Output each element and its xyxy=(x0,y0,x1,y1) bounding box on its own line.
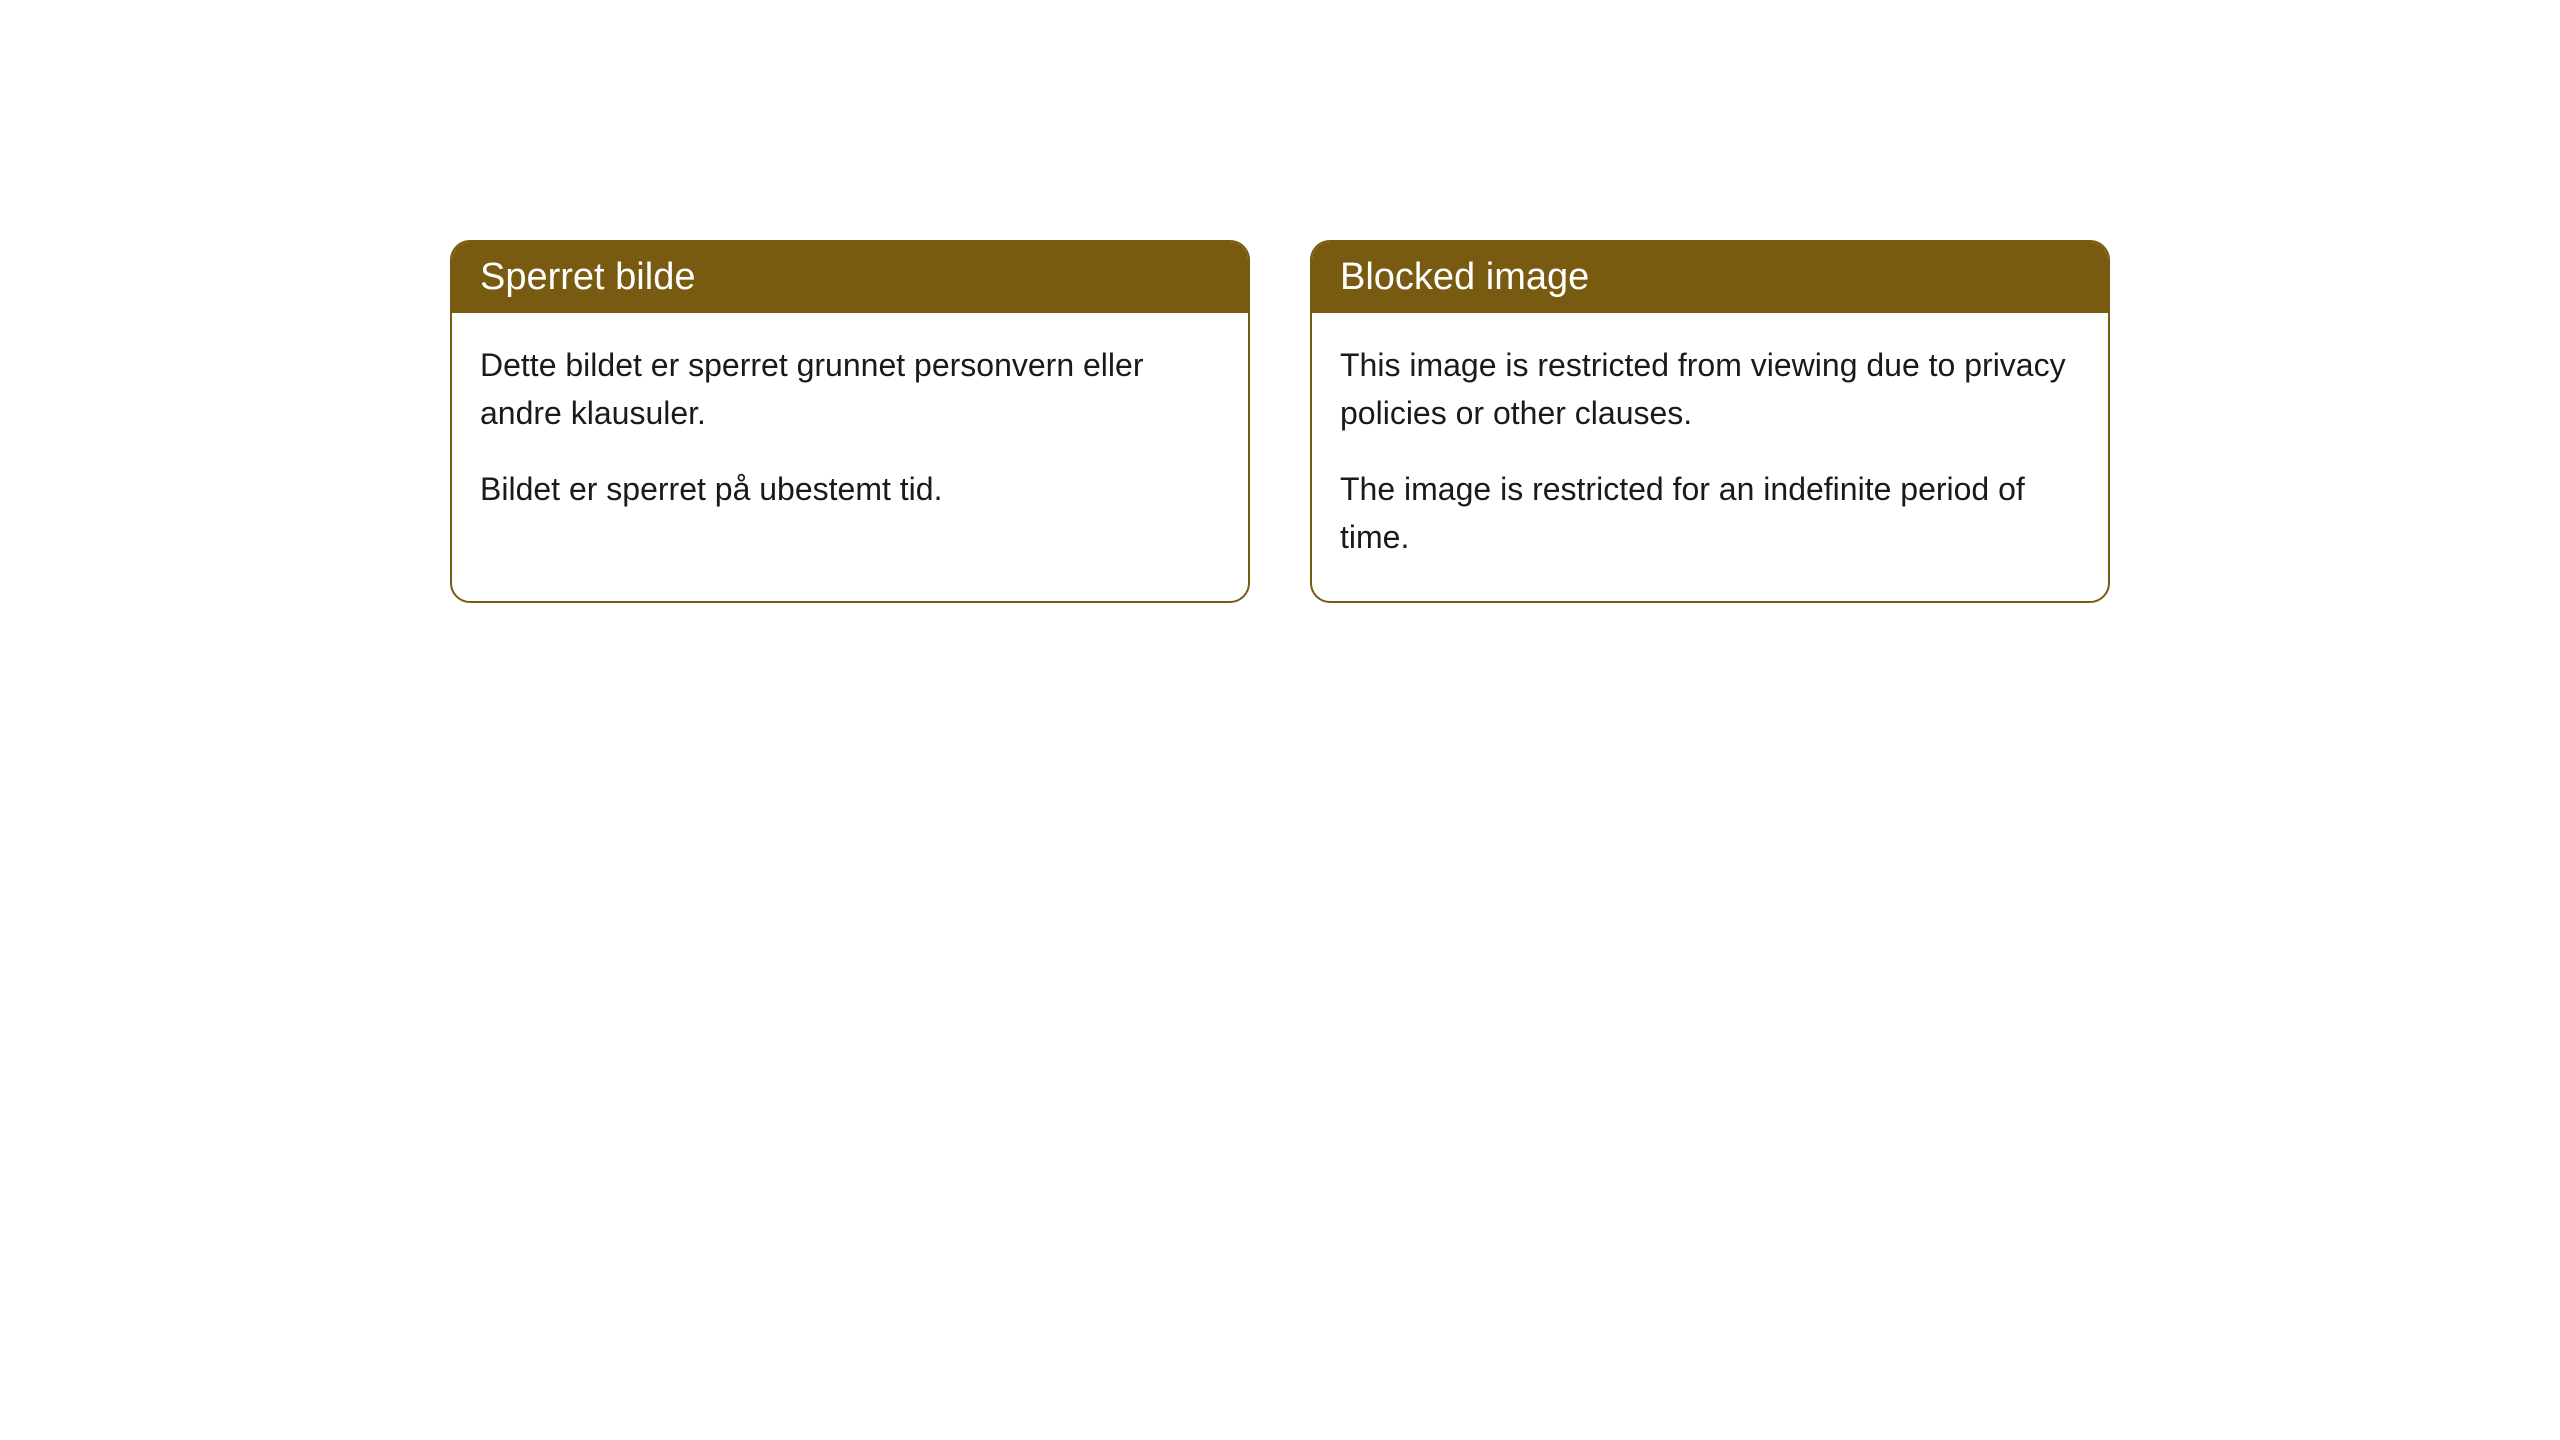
card-title-no: Sperret bilde xyxy=(480,256,695,298)
card-paragraph-1-en: This image is restricted from viewing du… xyxy=(1340,341,2080,437)
blocked-image-card-no: Sperret bilde Dette bildet er sperret gr… xyxy=(450,240,1250,603)
card-header-en: Blocked image xyxy=(1312,242,2108,313)
notice-container: Sperret bilde Dette bildet er sperret gr… xyxy=(0,240,2560,603)
card-paragraph-1-no: Dette bildet er sperret grunnet personve… xyxy=(480,341,1220,437)
card-body-en: This image is restricted from viewing du… xyxy=(1312,313,2108,601)
card-paragraph-2-no: Bildet er sperret på ubestemt tid. xyxy=(480,465,1220,513)
blocked-image-card-en: Blocked image This image is restricted f… xyxy=(1310,240,2110,603)
card-body-no: Dette bildet er sperret grunnet personve… xyxy=(452,313,1248,553)
card-header-no: Sperret bilde xyxy=(452,242,1248,313)
card-paragraph-2-en: The image is restricted for an indefinit… xyxy=(1340,465,2080,561)
card-title-en: Blocked image xyxy=(1340,256,1589,298)
